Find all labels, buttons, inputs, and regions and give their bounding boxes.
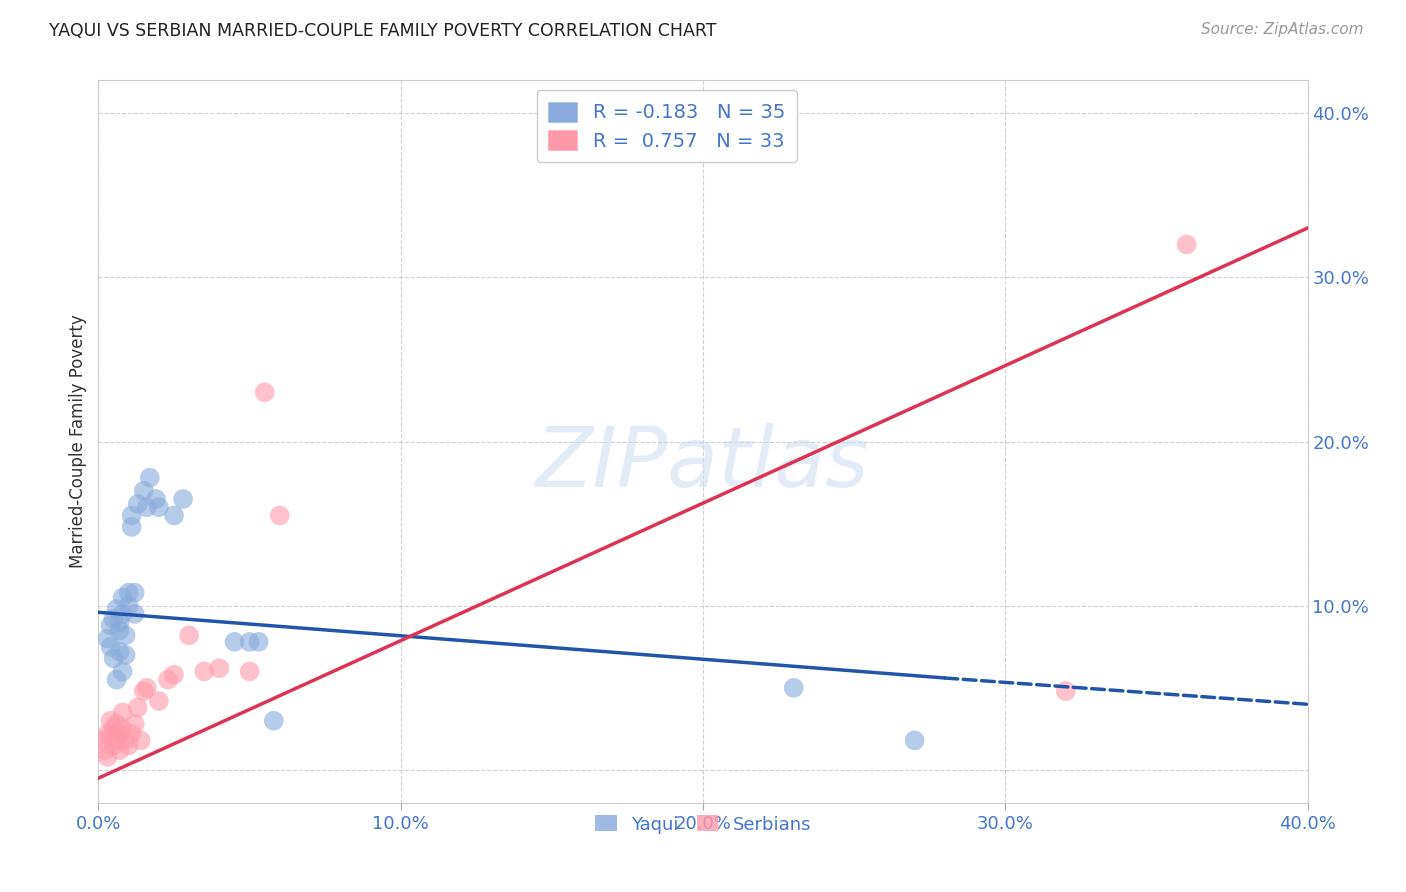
Point	[127, 700, 149, 714]
Point	[132, 483, 155, 498]
Point	[783, 681, 806, 695]
Point	[100, 730, 122, 744]
Point	[105, 602, 128, 616]
Point	[193, 665, 215, 679]
Point	[127, 497, 149, 511]
Point	[118, 739, 141, 753]
Point	[111, 722, 134, 736]
Point	[156, 673, 179, 687]
Point	[172, 491, 194, 506]
Text: Source: ZipAtlas.com: Source: ZipAtlas.com	[1201, 22, 1364, 37]
Point	[108, 624, 131, 638]
Point	[1054, 684, 1077, 698]
Point	[114, 733, 136, 747]
Point	[129, 733, 152, 747]
Point	[111, 591, 134, 605]
Point	[132, 684, 155, 698]
Point	[121, 727, 143, 741]
Point	[224, 635, 246, 649]
Point	[148, 694, 170, 708]
Point	[121, 508, 143, 523]
Point	[111, 665, 134, 679]
Point	[139, 470, 162, 484]
Text: YAQUI VS SERBIAN MARRIED-COUPLE FAMILY POVERTY CORRELATION CHART: YAQUI VS SERBIAN MARRIED-COUPLE FAMILY P…	[49, 22, 717, 40]
Point	[1175, 237, 1198, 252]
Point	[135, 500, 157, 515]
Point	[103, 739, 125, 753]
Point	[904, 733, 927, 747]
Point	[124, 607, 146, 621]
Point	[135, 681, 157, 695]
Point	[96, 727, 118, 741]
Point	[163, 508, 186, 523]
Point	[114, 628, 136, 642]
Point	[103, 651, 125, 665]
Point	[105, 733, 128, 747]
Point	[103, 612, 125, 626]
Point	[96, 632, 118, 646]
Point	[118, 599, 141, 613]
Y-axis label: Married-Couple Family Poverty: Married-Couple Family Poverty	[69, 315, 87, 568]
Point	[100, 618, 122, 632]
Point	[100, 714, 122, 728]
Point	[253, 385, 276, 400]
Point	[148, 500, 170, 515]
Point	[163, 667, 186, 681]
Point	[208, 661, 231, 675]
Point	[108, 727, 131, 741]
Point	[118, 585, 141, 599]
Legend: Yaqui, Serbians: Yaqui, Serbians	[588, 808, 818, 841]
Point	[124, 585, 146, 599]
Point	[111, 607, 134, 621]
Text: ZIPatlas: ZIPatlas	[536, 423, 870, 504]
Point	[114, 648, 136, 662]
Point	[239, 665, 262, 679]
Point	[93, 743, 115, 757]
Point	[239, 635, 262, 649]
Point	[105, 717, 128, 731]
Point	[103, 722, 125, 736]
Point	[100, 640, 122, 654]
Point	[90, 733, 112, 747]
Point	[108, 743, 131, 757]
Point	[145, 491, 167, 506]
Point	[263, 714, 285, 728]
Point	[269, 508, 291, 523]
Point	[179, 628, 201, 642]
Point	[108, 615, 131, 630]
Point	[247, 635, 270, 649]
Point	[96, 749, 118, 764]
Point	[108, 645, 131, 659]
Point	[124, 717, 146, 731]
Point	[121, 520, 143, 534]
Point	[111, 706, 134, 720]
Point	[105, 673, 128, 687]
